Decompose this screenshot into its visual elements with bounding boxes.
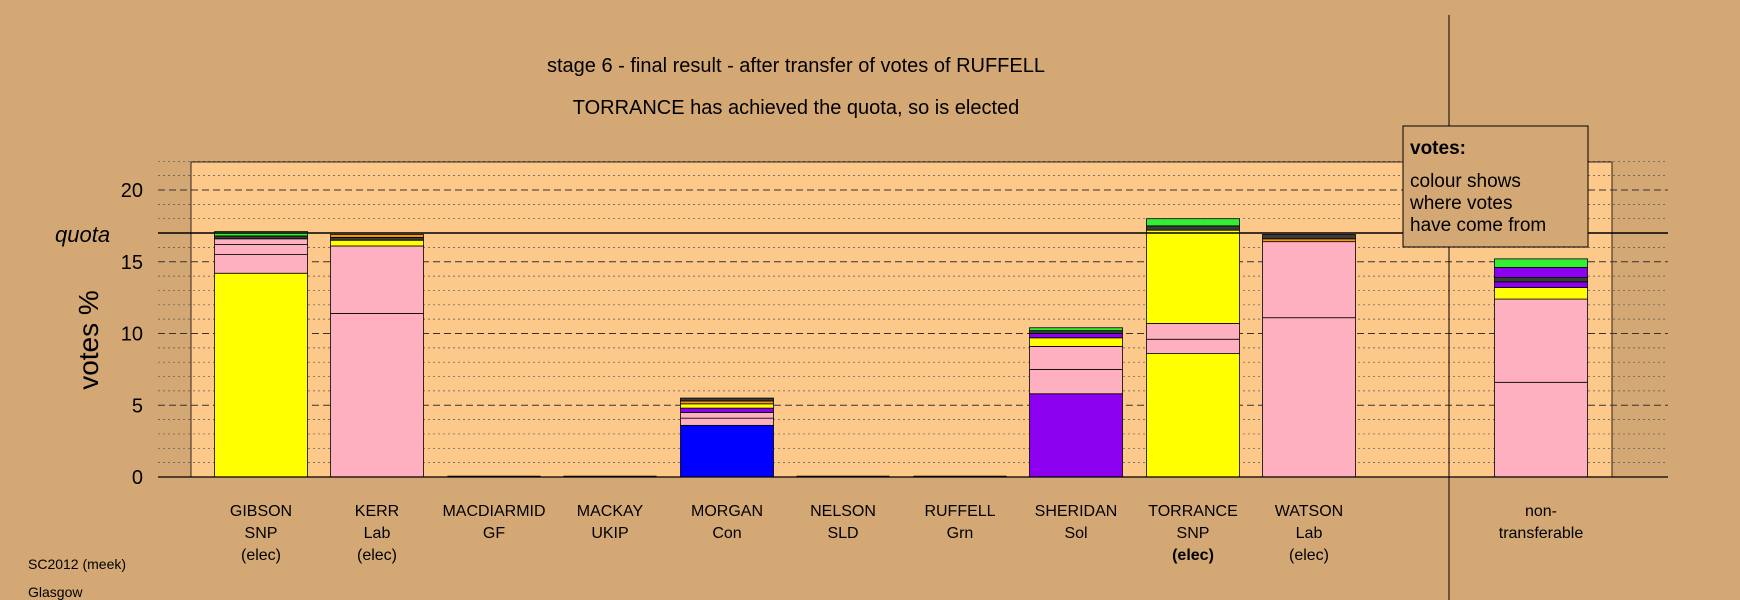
bar-segment: [1262, 238, 1356, 243]
x-tick-label: KERR: [355, 503, 399, 520]
bar-segment: [1146, 218, 1240, 227]
x-tick-label: SNP: [245, 525, 278, 542]
y-tick-label: 0: [132, 467, 143, 489]
bar-segment: [1029, 333, 1123, 339]
bar-segment: [1146, 225, 1240, 231]
bar-segment: [1029, 393, 1123, 478]
x-tick-label: MACDIARMID: [442, 503, 545, 520]
bar-segment: [1029, 346, 1123, 370]
x-tick-label: MORGAN: [691, 503, 763, 520]
footer-method: SC2012 (meek): [28, 556, 127, 572]
x-tick-label: SLD: [827, 525, 858, 542]
bar-segment: [1029, 330, 1123, 334]
bar-segment: [1494, 258, 1588, 268]
bar-segment: [214, 238, 308, 245]
bar-segment: [1146, 323, 1240, 340]
x-tick-label: (elec): [357, 547, 397, 564]
bar-segment: [1146, 338, 1240, 354]
bar-segment: [1262, 241, 1356, 319]
bar-segment: [1494, 277, 1588, 283]
x-tick-label: Sol: [1064, 525, 1087, 542]
legend: votes: colour shows where votes have com…: [1402, 125, 1589, 248]
x-tick-label: Lab: [1296, 525, 1323, 542]
legend-line: have come from: [1410, 215, 1546, 236]
x-tick-label: GF: [483, 525, 505, 542]
bar-segment: [680, 412, 774, 419]
bar-segment: [330, 236, 424, 241]
x-tick-label: SHERIDAN: [1035, 503, 1118, 520]
y-tick-label: 5: [132, 395, 143, 417]
bar-segment: [330, 313, 424, 478]
bar-segment: [1029, 368, 1123, 395]
x-tick-label: (elec): [1289, 547, 1329, 564]
x-tick-label: MACKAY: [577, 503, 644, 520]
bar-segment: [1146, 229, 1240, 324]
bar-segment: [680, 403, 774, 409]
bar-segment: [680, 417, 774, 426]
bar-segment: [1494, 381, 1588, 478]
y-axis-label: votes %: [73, 290, 104, 390]
chart-subtitle: TORRANCE has achieved the quota, so is e…: [573, 97, 1020, 119]
bar-segment: [330, 239, 424, 247]
x-tick-label: non-: [1525, 503, 1557, 520]
bar-segment: [1262, 234, 1356, 240]
bar-segment: [680, 424, 774, 478]
x-tick-label: Con: [712, 525, 741, 542]
bar-segment: [330, 234, 424, 238]
chart-title: stage 6 - final result - after transfer …: [547, 55, 1045, 77]
bar-segment: [680, 407, 774, 413]
bar-segment: [330, 245, 424, 314]
legend-title: votes:: [1410, 138, 1466, 159]
x-tick-label: UKIP: [591, 525, 628, 542]
bar-segment: [1494, 267, 1588, 278]
y-tick-label: 15: [121, 252, 143, 274]
y-tick-label: 10: [121, 324, 143, 346]
y-tick-label: 20: [121, 180, 143, 202]
x-tick-label: Lab: [364, 525, 391, 542]
quota-label: quota: [55, 222, 110, 247]
footer-location: Glasgow: [28, 584, 83, 600]
bar-segment: [1494, 287, 1588, 300]
bar-segment: [214, 272, 308, 478]
bar-segment: [214, 244, 308, 255]
bar-segment: [1029, 327, 1123, 332]
x-tick-label: (elec): [241, 547, 281, 564]
x-tick-label: NELSON: [810, 503, 876, 520]
bar-segment: [1029, 337, 1123, 347]
bar-segment: [680, 400, 774, 405]
x-tick-label: WATSON: [1275, 503, 1343, 520]
bar-segment: [680, 397, 774, 402]
x-tick-label: TORRANCE: [1148, 503, 1238, 520]
bar-segment: [1146, 353, 1240, 478]
bar-segment: [214, 235, 308, 240]
bar-segment: [1262, 317, 1356, 478]
legend-line: where votes: [1409, 193, 1512, 214]
x-tick-label: RUFFELL: [924, 503, 995, 520]
bar-segment: [1494, 298, 1588, 383]
x-tick-label: Grn: [947, 525, 974, 542]
x-tick-label: GIBSON: [230, 503, 292, 520]
legend-frame: [1402, 125, 1589, 248]
bar-segment: [214, 254, 308, 274]
plot-panel: [190, 161, 1613, 478]
x-tick-label: (elec): [1172, 547, 1214, 564]
x-tick-label: transferable: [1499, 525, 1584, 542]
x-tick-label: SNP: [1177, 525, 1210, 542]
bar-segment: [1494, 281, 1588, 288]
legend-line: colour shows: [1410, 171, 1521, 192]
